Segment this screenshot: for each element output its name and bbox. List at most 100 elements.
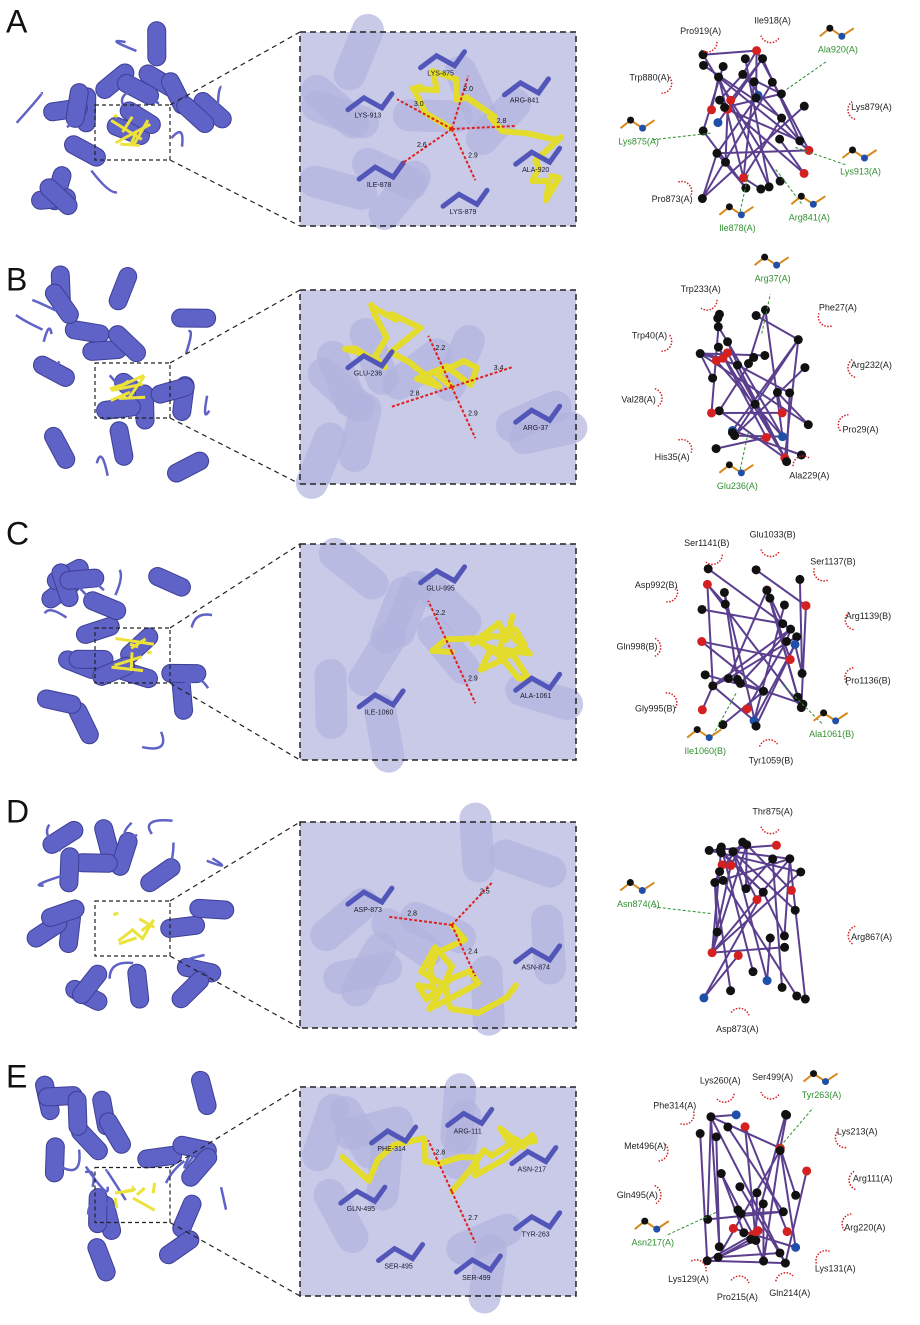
loop: [86, 1167, 108, 1192]
hydrophobic-arc: [811, 568, 828, 584]
atom: [714, 322, 723, 331]
helix: [109, 420, 135, 467]
atom: [775, 1248, 784, 1257]
atom: [715, 867, 724, 876]
atom: [746, 1235, 755, 1244]
loop: [106, 1170, 125, 1200]
atom: [705, 846, 714, 855]
hydrophobic-arc: [655, 388, 664, 407]
atom: [795, 136, 804, 145]
atom: [723, 337, 732, 346]
atom: [749, 967, 758, 976]
hydrophobic-arc: [813, 1247, 830, 1263]
atom: [759, 687, 768, 696]
ligand-stick: [133, 1198, 155, 1210]
atom: [752, 565, 761, 574]
atom: [798, 193, 805, 200]
helix: [127, 963, 150, 1009]
atom: [715, 96, 724, 105]
atom: [726, 96, 735, 105]
hbond-line: [740, 432, 749, 472]
atom: [707, 408, 716, 417]
atom: [785, 854, 794, 863]
residue-chain: [719, 207, 753, 215]
atom: [738, 838, 747, 847]
atom: [768, 854, 777, 863]
atom: [712, 444, 721, 453]
ligand-stick: [114, 116, 118, 117]
atom: [792, 632, 801, 641]
residue-label: ASN-874: [521, 965, 550, 972]
residue-label: Ala920(A): [818, 45, 858, 55]
residue-label: Pro919(A): [680, 26, 721, 36]
bond: [707, 584, 712, 685]
atom: [780, 600, 789, 609]
atom: [729, 847, 738, 856]
atom: [765, 182, 774, 191]
helix: [45, 1138, 64, 1183]
atom: [752, 895, 761, 904]
hydrophobic-arc: [680, 1111, 697, 1127]
atom: [712, 1132, 721, 1141]
atom: [726, 203, 733, 210]
atom: [627, 879, 634, 886]
atom: [820, 709, 827, 716]
residue-label: ALA-920: [522, 167, 549, 174]
residue-label: ARG-841: [510, 98, 539, 105]
bond: [700, 1134, 707, 1261]
residue-label: Ala1061(B): [809, 729, 854, 739]
atom: [697, 637, 706, 646]
loop: [45, 610, 67, 617]
loop: [221, 1187, 226, 1210]
atom: [777, 89, 786, 98]
ligand-stick: [153, 1183, 154, 1193]
bond: [780, 1148, 795, 1195]
atom: [712, 149, 721, 158]
atom: [775, 135, 784, 144]
ligand-stick: [445, 985, 449, 1006]
residue-label: Trp880(A): [629, 72, 669, 82]
helix: [107, 265, 140, 313]
atom: [752, 722, 761, 731]
residue-label: Ile878(A): [719, 223, 756, 233]
atom: [778, 983, 787, 992]
atom: [781, 1110, 790, 1119]
residue-label: Gln214(A): [769, 1288, 810, 1298]
atom: [765, 594, 774, 603]
atom: [797, 450, 806, 459]
atom: [791, 906, 800, 915]
atom: [714, 343, 723, 352]
atom: [726, 861, 735, 870]
residue-label: ARG-111: [454, 1128, 482, 1135]
ligand-stick: [551, 176, 559, 178]
atom: [724, 674, 733, 683]
residue-label: Tyr1059(B): [749, 756, 794, 766]
atom: [782, 457, 791, 466]
loop: [149, 820, 173, 834]
atom: [698, 705, 707, 714]
residue-label: ASN-217: [518, 1166, 547, 1173]
atom: [849, 147, 856, 154]
ligand-stick: [413, 89, 437, 90]
atom: [801, 601, 810, 610]
residue-label: Glu236(A): [717, 481, 758, 491]
atom: [792, 991, 801, 1000]
residue-label: Arg220(A): [844, 1223, 885, 1233]
residue-label: ALA-1061: [520, 693, 551, 700]
residue-label: ILE-878: [367, 182, 392, 189]
ligand-stick: [502, 131, 527, 133]
atom: [696, 349, 705, 358]
helix: [190, 1069, 218, 1116]
atom: [712, 356, 721, 365]
residue-label: ILE-1060: [365, 710, 394, 717]
ligand-stick: [446, 638, 475, 639]
residue-label: Ser1141(B): [684, 538, 729, 548]
bond: [784, 859, 789, 936]
atom: [729, 1224, 738, 1233]
panel-letter: B: [6, 261, 27, 297]
helix: [30, 353, 77, 390]
connector: [170, 683, 300, 760]
residue-label: Lys913(A): [840, 166, 881, 176]
hydrophobic-arc: [760, 550, 779, 558]
atom: [713, 314, 722, 323]
